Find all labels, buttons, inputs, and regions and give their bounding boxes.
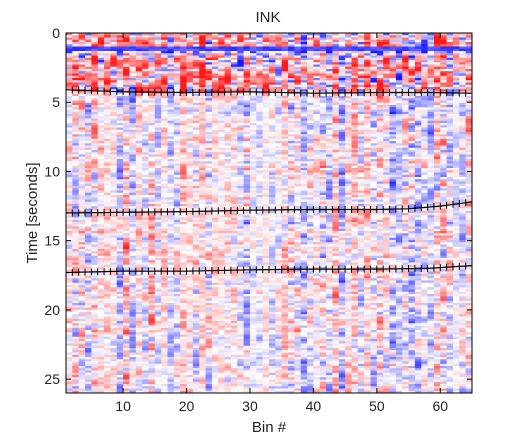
x-axis-label: Bin # (252, 419, 287, 436)
interface-picks (66, 86, 472, 276)
x-tick-label: 30 (242, 398, 258, 414)
y-axis-ticks: 0 5 10 15 20 25 (44, 25, 472, 387)
x-tick-label: 50 (369, 398, 385, 414)
chart-title: INK (255, 9, 280, 26)
y-tick-label: 20 (44, 302, 60, 318)
y-tick-label: 10 (44, 163, 60, 179)
y-tick-label: 25 (44, 371, 60, 387)
x-tick-label: 10 (115, 398, 131, 414)
y-tick-label: 5 (52, 94, 60, 110)
heatmap-image (66, 33, 472, 393)
x-tick-label: 20 (179, 398, 195, 414)
plot-frame (65, 32, 473, 394)
x-tick-label: 60 (432, 398, 448, 414)
y-axis-label: Time [seconds] (24, 162, 41, 263)
x-tick-label: 40 (306, 398, 322, 414)
y-tick-label: 15 (44, 233, 60, 249)
y-tick-label: 0 (52, 25, 60, 41)
x-axis-ticks: 10 20 30 40 50 60 (115, 33, 448, 414)
